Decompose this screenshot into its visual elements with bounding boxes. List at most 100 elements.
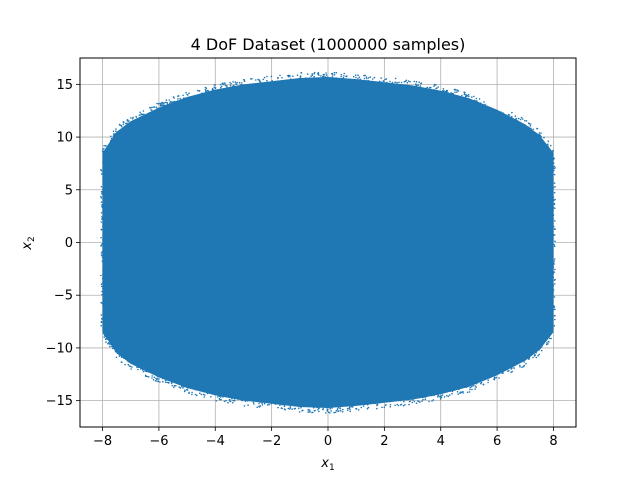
scatter-point: [179, 97, 181, 100]
scatter-point: [551, 242, 554, 244]
scatter-point: [151, 377, 153, 379]
scatter-point: [271, 79, 273, 82]
scatter-point: [227, 401, 229, 404]
scatter-point: [487, 379, 490, 382]
scatter-point: [528, 356, 531, 359]
scatter-point: [165, 379, 167, 381]
scatter-point: [110, 137, 113, 140]
scatter-point: [122, 121, 125, 123]
scatter-point: [101, 218, 103, 220]
scatter-point: [224, 82, 226, 84]
scatter-point: [515, 117, 518, 120]
scatter-point: [211, 87, 214, 90]
scatter-point: [551, 239, 554, 241]
scatter-point: [164, 104, 166, 107]
scatter-point: [374, 402, 377, 405]
scatter-point: [102, 306, 105, 309]
scatter-point: [437, 90, 440, 93]
scatter-point: [114, 349, 116, 351]
scatter-point: [188, 92, 190, 94]
scatter-point: [408, 400, 411, 403]
scatter-point: [547, 143, 549, 145]
scatter-point: [289, 406, 291, 408]
scatter-point: [294, 403, 297, 406]
scatter-point: [431, 400, 433, 402]
scatter-point: [391, 399, 394, 402]
scatter-point: [466, 98, 469, 101]
scatter-point: [205, 91, 208, 93]
scatter-point: [341, 411, 344, 413]
scatter-point: [100, 301, 102, 304]
scatter-point: [433, 394, 435, 397]
scatter-point: [554, 185, 556, 188]
scatter-point: [554, 283, 556, 285]
scatter-point: [103, 225, 105, 228]
scatter-point: [102, 274, 104, 277]
scatter-point: [397, 404, 400, 407]
scatter-point: [102, 332, 105, 335]
scatter-point: [270, 75, 273, 78]
scatter-point: [490, 107, 493, 110]
scatter-point: [102, 314, 104, 317]
scatter-point: [204, 86, 207, 89]
scatter-point: [161, 104, 163, 107]
scatter-point: [103, 311, 105, 314]
scatter-point: [372, 78, 374, 80]
scatter-point: [396, 403, 399, 406]
scatter-point: [231, 402, 234, 404]
scatter-point: [143, 115, 146, 118]
scatter-point: [101, 256, 104, 258]
scatter-point: [283, 405, 286, 407]
scatter-point: [100, 195, 102, 198]
scatter-point: [538, 353, 540, 356]
scatter-point: [194, 388, 197, 391]
scatter-point: [322, 75, 325, 78]
scatter-point: [474, 100, 477, 102]
scatter-point: [210, 396, 212, 398]
scatter-point: [255, 79, 257, 81]
scatter-point: [305, 79, 307, 81]
scatter-point: [530, 127, 532, 130]
scatter-point: [266, 404, 269, 406]
scatter-point: [167, 381, 170, 384]
scatter-point: [553, 306, 556, 309]
scatter-point: [478, 98, 481, 100]
scatter-point: [186, 389, 189, 391]
scatter-point: [519, 118, 522, 121]
scatter-point: [140, 116, 143, 118]
scatter-point: [372, 81, 375, 83]
scatter-point: [527, 358, 530, 360]
scatter-point: [382, 80, 385, 82]
scatter-point: [451, 390, 454, 393]
scatter-point: [342, 77, 345, 79]
scatter-point: [553, 234, 555, 236]
scatter-point: [102, 270, 104, 272]
scatter-point: [364, 74, 367, 77]
scatter-point: [468, 95, 470, 98]
scatter-point: [105, 145, 107, 147]
scatter-point: [112, 130, 115, 133]
scatter-point: [540, 132, 542, 134]
scatter-point: [272, 401, 275, 404]
scatter-point: [380, 77, 383, 79]
scatter-point: [355, 407, 357, 410]
scatter-point: [554, 207, 556, 210]
scatter-point: [325, 412, 327, 414]
scatter-point: [439, 398, 442, 400]
scatter-point: [199, 392, 201, 395]
scatter-point: [261, 404, 264, 406]
scatter-point: [322, 405, 325, 408]
scatter-point: [112, 135, 115, 137]
scatter-point: [482, 383, 485, 386]
scatter-point: [206, 89, 209, 92]
scatter-point: [208, 391, 211, 394]
scatter-point: [519, 366, 521, 368]
scatter-point: [100, 221, 103, 223]
scatter-point: [194, 393, 197, 396]
x-tick-label: −4: [206, 434, 225, 449]
scatter-point: [201, 92, 203, 95]
scatter-point: [349, 410, 352, 413]
scatter-point: [150, 111, 152, 114]
scatter-point: [182, 99, 185, 102]
scatter-point: [231, 397, 233, 400]
